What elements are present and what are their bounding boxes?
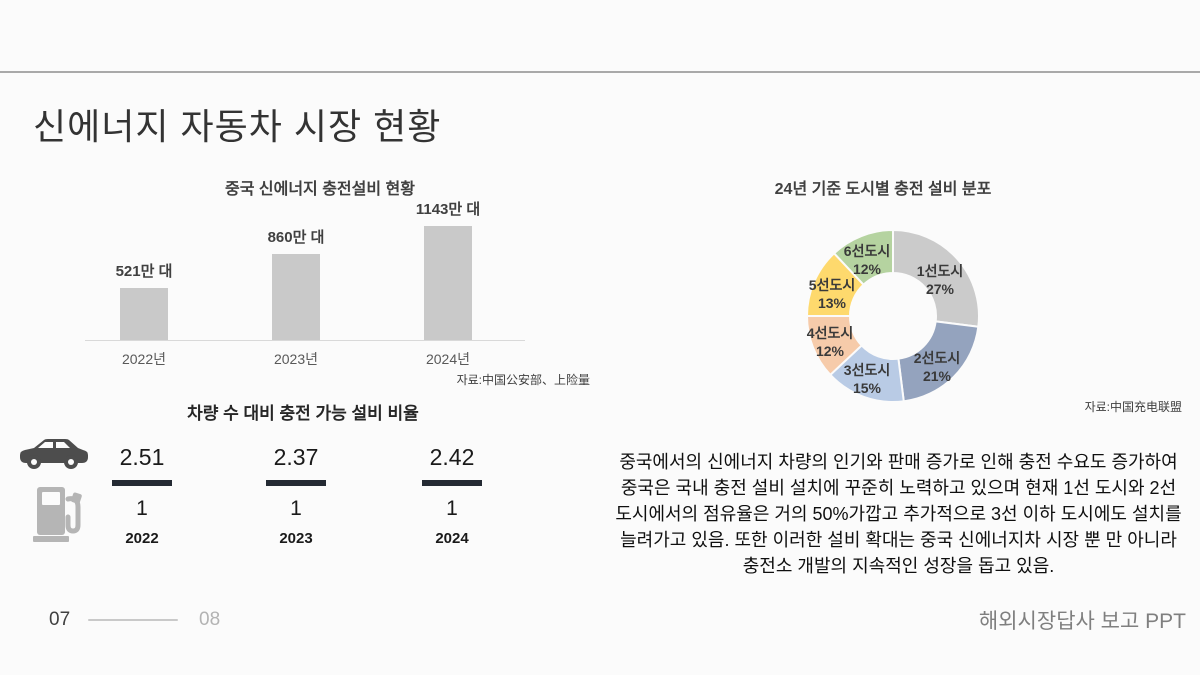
page-number-divider — [88, 619, 178, 621]
bar-axis-label: 2023년 — [273, 351, 319, 367]
donut-label-tier4: 4선도시 12% — [806, 325, 854, 359]
bar-chart-plot: 521만 대 2022년 860만 대 2023년 1143만 대 2024년 — [85, 200, 525, 367]
page-number-total: 08 — [199, 609, 221, 630]
ratio-section-title: 차량 수 대비 충전 가능 설비 비율 — [187, 404, 419, 423]
donut-chart-title: 24년 기준 도시별 충전 설비 분포 — [774, 181, 992, 198]
donut-label-tier5: 5선도시 13% — [808, 277, 856, 311]
ratio-denominator: 1 — [290, 497, 302, 520]
donut-slice-6선도시 — [832, 228, 894, 287]
donut-label-tier3: 3선도시 15% — [843, 362, 891, 396]
ratio-item-2023: 2.37 1 2023 — [236, 444, 356, 547]
ratio-year: 2024 — [435, 530, 469, 547]
fraction-bar — [422, 480, 482, 486]
bar-value-label: 1143만 대 — [415, 201, 481, 218]
fraction-bar — [112, 480, 172, 486]
top-divider-line — [0, 71, 1200, 73]
paragraph-line: 중국은 국내 충전 설비 설치에 꾸준히 노력하고 있으며 현재 1선 도시와 … — [620, 478, 1177, 498]
fuel-pump-icon — [32, 485, 84, 543]
ratio-numerator: 2.37 — [273, 444, 319, 470]
paragraph-line: 도시에서의 점유율은 거의 50%가깝고 추가적으로 3선 이하 도시에도 설치… — [615, 504, 1182, 524]
ratio-denominator: 1 — [136, 497, 148, 520]
footer-title: 해외시장답사 보고 PPT — [978, 610, 1186, 633]
donut-rings — [805, 228, 980, 403]
donut-chart-source: 자료:中国充电联盟 — [1084, 400, 1182, 414]
ratio-numerator: 2.42 — [429, 444, 475, 470]
bar-2024 — [424, 226, 472, 340]
page-title: 신에너지 자동차 시장 현황 — [33, 106, 442, 147]
ratio-year: 2023 — [279, 530, 313, 547]
bar-chart-source: 자료:中国公安部、上险量 — [456, 373, 590, 387]
fraction-bar — [266, 480, 326, 486]
ratio-year: 2022 — [125, 530, 159, 547]
paragraph-line: 중국에서의 신에너지 차량의 인기와 판매 증가로 인해 충전 수요도 증가하여 — [619, 452, 1178, 472]
ratio-item-2022: 2.51 1 2022 — [82, 444, 202, 547]
bar-2022 — [120, 288, 168, 340]
donut-label-tier2: 2선도시 21% — [913, 350, 961, 384]
donut-label-tier6: 6선도시 12% — [843, 243, 891, 277]
paragraph-line: 충전소 개발의 지속적인 성장을 돕고 있음. — [742, 556, 1055, 576]
ratio-item-2024: 2.42 1 2024 — [392, 444, 512, 547]
page-number-current: 07 — [49, 609, 71, 630]
bar-2023 — [272, 254, 320, 340]
donut-label-tier1: 1선도시 27% — [916, 263, 964, 297]
ratio-denominator: 1 — [446, 497, 458, 520]
bar-value-label: 521만 대 — [115, 263, 173, 280]
bar-chart-title: 중국 신에너지 충전설비 현황 — [225, 181, 415, 198]
car-icon — [18, 436, 90, 472]
bar-axis-label: 2022년 — [121, 351, 167, 367]
ratio-numerator: 2.51 — [119, 444, 165, 470]
bar-axis-label: 2024년 — [425, 351, 471, 367]
description-paragraph: 중국에서의 신에너지 차량의 인기와 판매 증가로 인해 충전 수요도 증가하여… — [598, 449, 1199, 579]
bar-value-label: 860만 대 — [267, 229, 325, 246]
paragraph-line: 늘려가고 있음. 또한 이러한 설비 확대는 중국 신에너지차 시장 뿐 만 아… — [620, 530, 1177, 550]
donut-slice-1선도시 — [892, 228, 980, 328]
